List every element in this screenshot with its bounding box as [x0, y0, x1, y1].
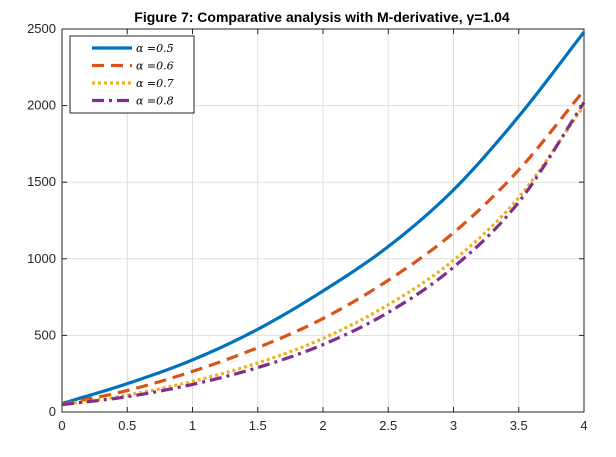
legend-label-3: α =0.7 [136, 77, 174, 90]
series-line-4 [61, 101, 586, 407]
series-lines [61, 31, 586, 407]
y-tick-label: 1000 [27, 251, 56, 266]
series-line-1 [61, 31, 586, 406]
legend: α =0.5 α =0.6 α =0.7 α =0.8 [69, 35, 195, 114]
legend-label-4: α =0.8 [136, 95, 174, 108]
chart-title: Figure 7: Comparative analysis with M-de… [134, 9, 510, 25]
x-tick-label: 1 [189, 418, 196, 433]
y-tick-label: 0 [49, 404, 56, 419]
x-tick-label: 2 [319, 418, 326, 433]
series-line-3 [61, 104, 586, 407]
tick-labels: 0 0.5 1 1.5 2 2.5 3 3.5 4 0 500 1000 1500 2000 2500 [27, 21, 588, 433]
x-tick-label: 0 [58, 418, 65, 433]
x-tick-label: 1.5 [249, 418, 267, 433]
x-tick-label: 3.5 [510, 418, 528, 433]
series-line-2 [61, 89, 586, 406]
legend-label-1: α =0.5 [136, 42, 174, 55]
x-tick-label: 4 [580, 418, 587, 433]
x-tick-label: 2.5 [379, 418, 397, 433]
y-tick-label: 2000 [27, 98, 56, 113]
y-tick-label: 1500 [27, 174, 56, 189]
y-tick-label: 500 [34, 327, 56, 342]
legend-label-2: α =0.6 [136, 60, 174, 73]
x-tick-label: 0.5 [118, 418, 136, 433]
x-tick-label: 3 [450, 418, 457, 433]
y-tick-label: 2500 [27, 21, 56, 36]
